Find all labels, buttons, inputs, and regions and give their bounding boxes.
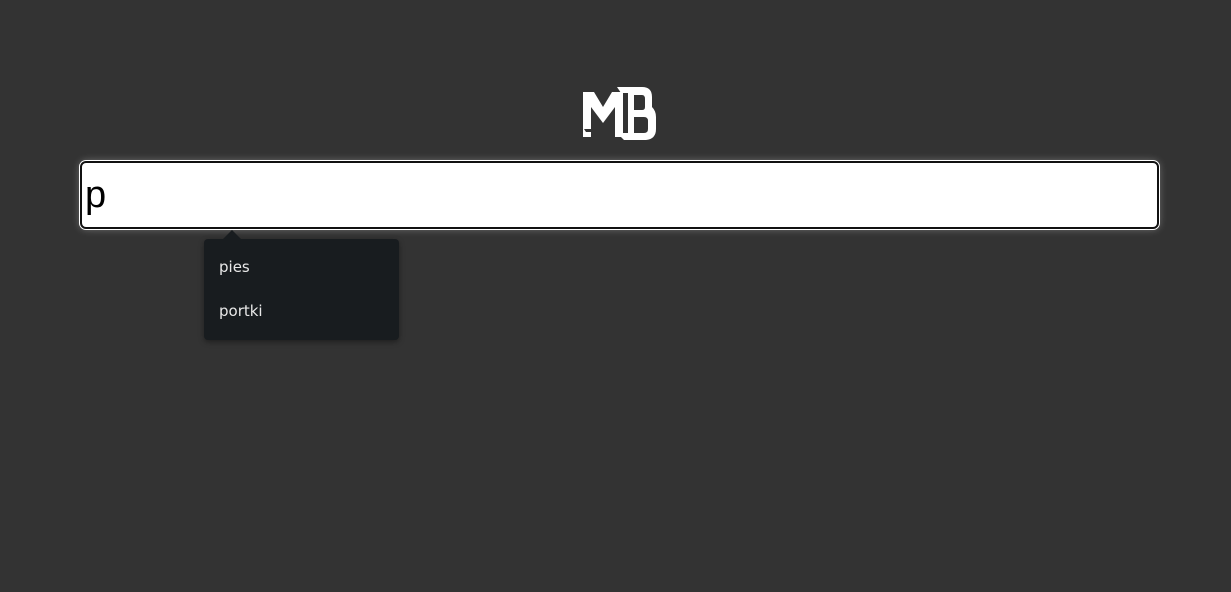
- search-input[interactable]: [82, 163, 1157, 227]
- dropdown-pointer: [223, 230, 241, 239]
- mb-logo-icon: [582, 85, 658, 141]
- suggestion-item-portki[interactable]: portki: [219, 302, 263, 320]
- search-box[interactable]: [80, 161, 1159, 229]
- suggestion-item-pies[interactable]: pies: [219, 258, 250, 276]
- autocomplete-dropdown: pies portki: [204, 230, 399, 340]
